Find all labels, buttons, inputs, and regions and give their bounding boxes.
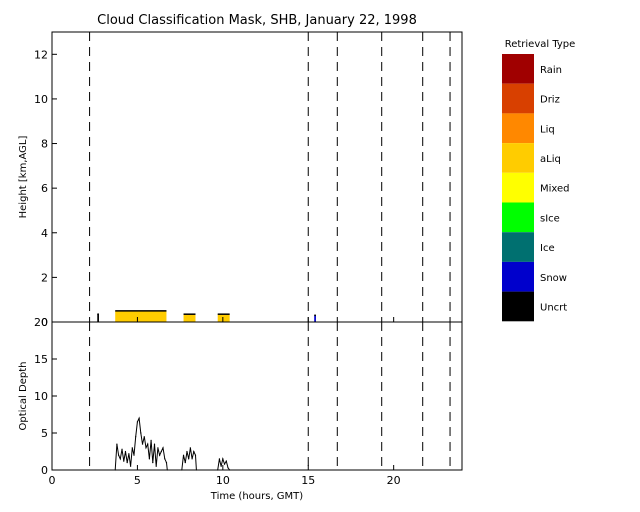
legend-label-mixed: Mixed bbox=[540, 184, 570, 195]
cloud-segment-aliq bbox=[115, 310, 167, 322]
optical-depth-point bbox=[143, 436, 145, 438]
optical-depth-point bbox=[129, 465, 132, 467]
optical-depth-point bbox=[218, 458, 221, 460]
optical-depth-point bbox=[189, 447, 191, 449]
optical-depth-point bbox=[124, 450, 127, 453]
optical-depth-point bbox=[160, 450, 162, 453]
legend-swatch-aliq bbox=[502, 143, 534, 173]
bottom-ytick-label: 0 bbox=[41, 464, 48, 477]
bottom-ytick-label: 5 bbox=[41, 427, 48, 440]
legend-label-ice: Ice bbox=[540, 243, 555, 254]
optical-depth-point bbox=[138, 417, 140, 419]
top-ylabel: Height [km,AGL] bbox=[18, 136, 29, 219]
xtick-label: 20 bbox=[387, 474, 401, 487]
optical-depth-point bbox=[191, 458, 193, 460]
optical-depth-point bbox=[225, 460, 227, 462]
xtick-label: 10 bbox=[216, 474, 230, 487]
xtick-label: 0 bbox=[49, 474, 56, 487]
optical-depth-point bbox=[223, 463, 226, 465]
top-ytick-label: 12 bbox=[34, 48, 48, 61]
optical-depth-point bbox=[159, 454, 161, 456]
legend-label-driz: Driz bbox=[540, 95, 560, 106]
optical-depth-point bbox=[128, 453, 130, 455]
legend-swatch-liq bbox=[502, 113, 534, 144]
optical-depth-point bbox=[153, 443, 156, 445]
optical-depth-point bbox=[135, 436, 137, 438]
legend-swatch-rain bbox=[502, 54, 534, 84]
xtick-label: 15 bbox=[301, 474, 315, 487]
cloud-segment-uncrt bbox=[97, 314, 99, 322]
bottom-ylabel: Optical Depth bbox=[18, 362, 29, 431]
optical-depth-point bbox=[121, 448, 123, 450]
optical-depth-point bbox=[162, 447, 164, 449]
legend-swatch-uncrt bbox=[502, 291, 534, 322]
optical-depth-point bbox=[145, 447, 147, 449]
legend-label-snow: Snow bbox=[540, 273, 567, 284]
optical-depth-line bbox=[114, 416, 231, 471]
cloud-segment-aliq bbox=[183, 314, 196, 322]
legend: Retrieval Type Rain Driz Liq aLiq Mixed sIce I… bbox=[502, 39, 576, 322]
optical-depth-point bbox=[182, 454, 185, 456]
optical-depth-point bbox=[136, 421, 139, 423]
optical-depth-point bbox=[227, 467, 229, 469]
bottom-ytick-label: 10 bbox=[34, 390, 48, 403]
optical-depth-point bbox=[193, 450, 195, 453]
legend-label-aliq: aLiq bbox=[540, 154, 561, 165]
chart-title: Cloud Classification Mask, SHB, January … bbox=[97, 13, 417, 28]
legend-swatch-snow bbox=[502, 261, 534, 292]
optical-depth-point bbox=[152, 462, 154, 464]
top-plot-area: 0 2 4 6 8 10 12 bbox=[34, 32, 451, 329]
optical-depth-point bbox=[194, 454, 197, 456]
optical-depth-point bbox=[164, 458, 166, 460]
top-ytick-label: 8 bbox=[41, 138, 48, 151]
legend-title: Retrieval Type bbox=[505, 39, 576, 50]
optical-depth-point bbox=[119, 458, 121, 460]
top-ytick-label: 4 bbox=[41, 227, 48, 240]
optical-depth-point bbox=[184, 462, 186, 464]
top-ytick-label: 0 bbox=[41, 316, 48, 329]
optical-depth-point bbox=[141, 443, 144, 445]
bottom-xlabel: Time (hours, GMT) bbox=[210, 491, 304, 502]
legend-swatch-ice bbox=[502, 232, 534, 262]
bottom-ytick-label: 20 bbox=[34, 316, 48, 329]
top-plot-frame bbox=[51, 31, 463, 323]
top-ytick-label: 10 bbox=[34, 93, 48, 106]
optical-depth-point bbox=[131, 447, 133, 449]
optical-depth-point bbox=[220, 465, 222, 467]
optical-depth-point bbox=[133, 454, 135, 456]
optical-depth-point bbox=[186, 450, 188, 453]
optical-depth-point bbox=[188, 458, 190, 460]
cloud-segment-snow bbox=[314, 315, 316, 322]
optical-depth-point bbox=[147, 443, 149, 445]
optical-depth-point bbox=[140, 432, 142, 434]
legend-label-rain: Rain bbox=[540, 65, 562, 76]
optical-depth-point bbox=[118, 454, 120, 456]
optical-depth-point bbox=[165, 462, 168, 464]
legend-label-liq: Liq bbox=[540, 124, 555, 135]
optical-depth-point bbox=[126, 462, 128, 464]
optical-depth-point bbox=[222, 458, 224, 460]
legend-swatch-driz bbox=[502, 83, 534, 114]
optical-depth-point bbox=[157, 447, 159, 449]
legend-label-uncrt: Uncrt bbox=[540, 302, 567, 313]
bottom-ytick-label: 15 bbox=[34, 353, 48, 366]
legend-label-sice: sIce bbox=[540, 213, 560, 224]
top-ytick-label: 2 bbox=[41, 271, 48, 284]
xtick-label: 5 bbox=[134, 474, 141, 487]
optical-depth-point bbox=[150, 439, 152, 441]
top-panel: 0 2 4 6 8 10 12 Height [km,AGL] bbox=[18, 31, 463, 329]
optical-depth-point bbox=[116, 443, 118, 445]
legend-swatch-mixed bbox=[502, 172, 534, 203]
cloud-segment-aliq bbox=[217, 314, 230, 322]
optical-depth-point bbox=[155, 465, 157, 467]
top-ytick-label: 6 bbox=[41, 182, 48, 195]
bottom-plot-frame bbox=[51, 321, 463, 471]
optical-depth-point bbox=[148, 458, 150, 460]
legend-swatch-sice bbox=[502, 202, 534, 233]
optical-depth-point bbox=[123, 460, 125, 462]
